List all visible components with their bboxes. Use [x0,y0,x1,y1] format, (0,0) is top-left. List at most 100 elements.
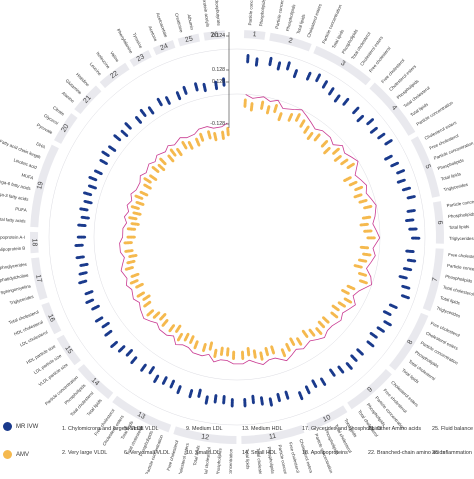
mr-point [411,259,417,263]
mr-point [84,291,89,296]
mr-point [407,268,413,272]
group-number: 7 [432,277,440,282]
amv-point [335,307,340,312]
group-number: 9 [366,386,374,394]
legend-key-mr: MR IVW [3,422,38,431]
amv-point [347,176,352,180]
amv-point [291,341,296,347]
mr-point [345,97,350,102]
amv-point [221,130,225,136]
group-band [77,364,114,400]
category-label: Phospholipids [437,157,465,171]
mr-point [322,381,327,386]
category-label: Acetoacetate [155,12,168,38]
category-label: Leucine [89,61,103,76]
group-band [152,40,176,56]
group-number: 2 [288,37,294,45]
mr-point [139,109,144,114]
mr-dot-icon [3,422,12,431]
amv-point [241,355,245,360]
category-label: Sphingomyelins [0,283,32,295]
amv-point [181,140,185,146]
mr-point [94,169,99,173]
mr-point [75,256,81,260]
mr-point [140,367,144,372]
category-label: Phenylalanine [116,28,134,55]
category-label: Total lipids [439,295,461,306]
amv-point [253,354,257,359]
legend-key-amv: AMV [3,450,29,459]
group-number: 25 [184,35,193,44]
amv-point [345,291,350,295]
amv-point [124,267,130,271]
group-band [241,425,305,444]
mr-point [324,80,328,85]
group-band [99,62,130,89]
category-label: Particle concentration [227,448,233,474]
mr-point [388,139,393,143]
legend-category: 9. Medium LDL [186,426,223,432]
group-band [29,231,39,254]
group-number: 6 [436,220,443,224]
amv-point [247,351,251,357]
group-number: 18 [30,238,37,246]
group-number: 8 [406,339,414,346]
mr-point [113,134,118,139]
amv-point [135,201,140,205]
amv-point [267,105,271,110]
amv-point [126,235,132,239]
legend-category: 5. Small VLDL [124,426,159,432]
mr-point [355,106,360,111]
axis-tick-label: 0.128 [212,79,225,85]
category-label: Triglycerides [436,306,462,319]
mr-point [340,369,345,374]
mr-point [286,395,290,400]
mr-point [405,295,410,300]
legend: MR IVW AMV 1. Chylomicrons and largest V… [0,418,474,474]
mr-point [188,393,192,399]
mr-point [411,209,416,213]
mr-point [222,399,226,405]
legend-category: 1. Chylomicrons and largest VLDL [62,426,144,432]
amv-point [213,353,217,359]
mr-point [394,161,400,166]
mr-point [222,77,226,82]
group-band [56,334,81,366]
mr-point [175,91,180,96]
amv-trend-line [119,94,381,365]
legend-category: 21. Other Amino acids [368,426,422,432]
amv-point [366,215,372,219]
category-label: Total cholesterol [442,284,474,296]
mr-point [214,80,218,86]
mr-point [79,207,84,211]
group-band [41,302,62,335]
mr-point [74,243,80,247]
amv-point [347,300,353,304]
mr-point [308,71,312,77]
legend-category: 18. Apolipoproteins [302,450,348,456]
amv-point [337,155,342,159]
mr-point [91,307,96,311]
amv-point [367,229,373,233]
mr-point [148,370,153,375]
amv-point [265,351,269,357]
amv-point [358,265,363,269]
mr-point [88,176,93,180]
amv-point [193,344,197,350]
group-number: 15 [63,345,73,355]
amv-point [135,285,140,289]
group-band [129,49,152,67]
mr-point [101,150,106,155]
category-label: Particle concentration [247,0,255,26]
category-label: Triglycerides [449,236,474,241]
amv-point [366,253,372,257]
axis-tick-label: 0.128 [212,67,225,73]
mr-point [287,61,291,66]
group-band [74,85,102,115]
group-number: 23 [136,53,146,63]
category-label: Glycerol [43,113,59,126]
category-label: Total lipids [192,444,201,466]
group-number: 21 [82,94,92,105]
legend-category: 2. Very large VLDL [62,450,108,456]
mr-point [406,186,412,190]
